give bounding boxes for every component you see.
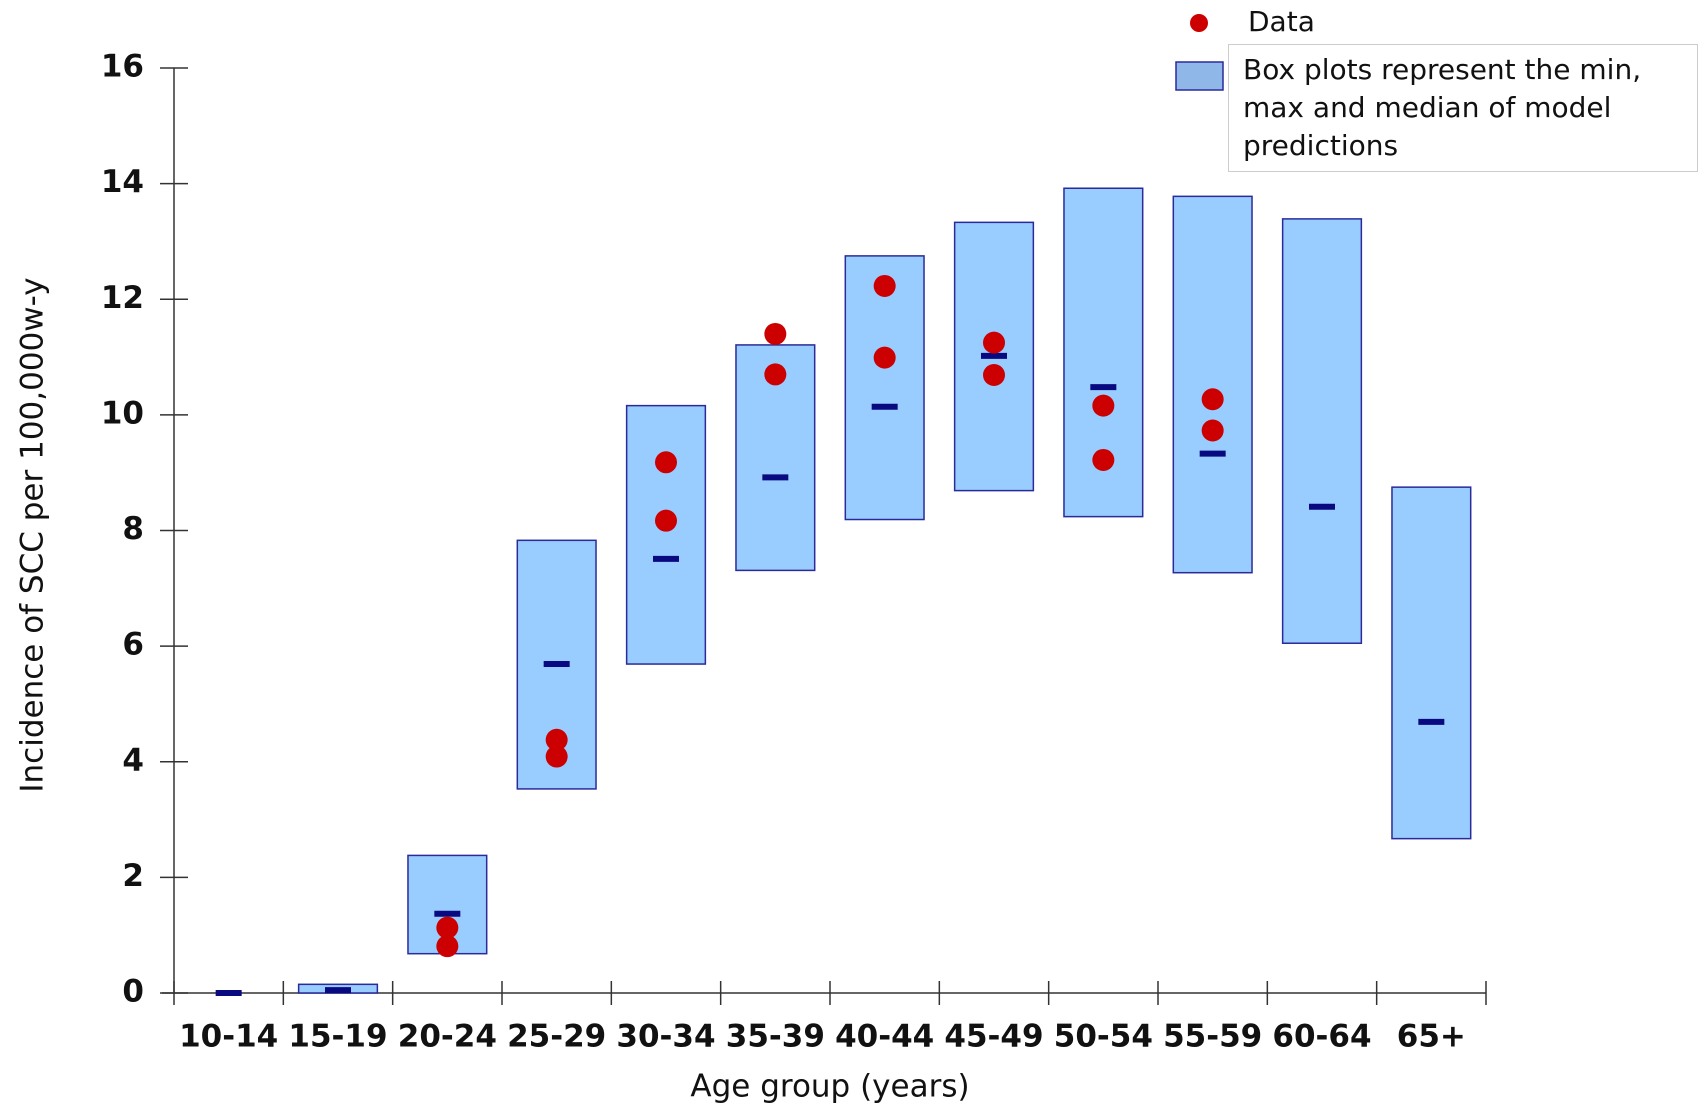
data-point [545,728,568,751]
data-point [1092,394,1115,417]
y-axis-title: Incidence of SCC per 100,000w-y [15,277,51,792]
y-tick-label: 16 [101,49,144,85]
x-tick-label: 50-54 [1054,1019,1153,1055]
box [844,255,925,521]
data-point [655,451,677,474]
data-point [873,346,896,369]
box [625,404,707,665]
data-point [1201,388,1224,411]
x-tick-label: 35-39 [726,1019,825,1055]
x-tick-label: 20-24 [398,1019,497,1055]
y-tick-label: 12 [101,280,144,316]
legend-entry: Data [1248,5,1315,38]
x-tick-label: 60-64 [1272,1019,1371,1055]
data-point [436,935,459,958]
box [1172,195,1253,574]
x-tick-label: 10-14 [179,1019,278,1055]
x-tick-label: 40-44 [835,1019,934,1055]
data-point [1201,419,1224,442]
box [1281,218,1363,644]
x-tick-label: 45-49 [944,1019,1043,1055]
data-point [983,363,1005,386]
data-point [545,745,568,768]
y-tick-label: 0 [122,974,144,1010]
x-tick-label: 30-34 [616,1019,715,1055]
legend-marker [1190,14,1208,32]
data-point [655,509,677,532]
data-point [764,322,787,345]
y-tick-label: 6 [122,627,144,663]
data-point [764,363,787,386]
x-tick-label: 55-59 [1163,1019,1262,1055]
data-point [983,331,1005,354]
y-tick-label: 2 [122,858,144,894]
data-point [873,274,896,297]
legend-entry: Box plots represent the min, max and med… [1228,44,1698,172]
y-tick-label: 4 [122,742,144,778]
x-tick-label: 65+ [1397,1019,1466,1055]
y-tick-label: 10 [101,395,144,431]
x-tick-label: 25-29 [507,1019,606,1055]
data-point [1092,448,1115,471]
data-point [436,916,459,939]
x-axis-title: Age group (years) [690,1069,969,1105]
legend-marker [1175,61,1224,91]
y-tick-label: 8 [122,511,144,547]
x-tick-label: 15-19 [288,1019,387,1055]
box [1391,486,1472,840]
y-tick-label: 14 [101,164,144,200]
